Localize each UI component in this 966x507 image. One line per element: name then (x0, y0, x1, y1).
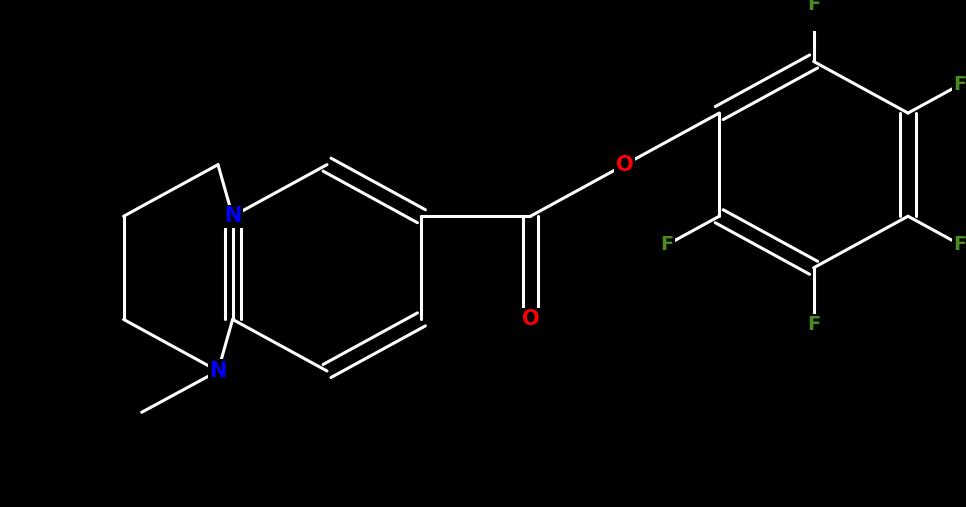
Text: O: O (616, 155, 634, 174)
Text: F: F (953, 235, 966, 254)
Text: F: F (953, 75, 966, 94)
Text: O: O (522, 309, 539, 330)
Text: F: F (661, 235, 674, 254)
Text: N: N (224, 206, 242, 226)
Text: F: F (807, 315, 820, 334)
Text: F: F (807, 0, 820, 14)
Text: N: N (210, 361, 227, 381)
